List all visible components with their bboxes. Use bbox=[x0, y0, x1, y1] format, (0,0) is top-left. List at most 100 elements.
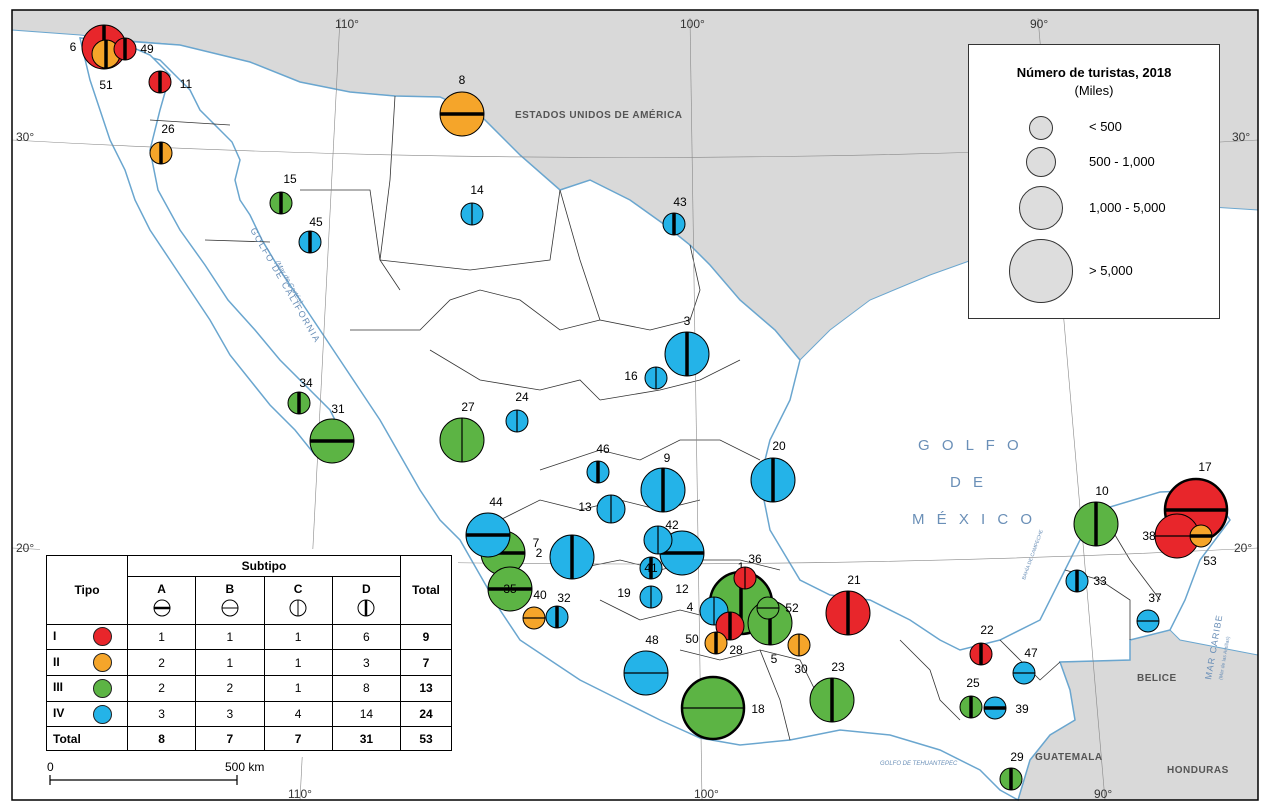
type-color-swatch bbox=[93, 627, 112, 647]
lon-110-top: 110° bbox=[335, 17, 359, 31]
type-total-cell: 7 bbox=[400, 649, 452, 676]
tourism-symbol-15: 15 bbox=[269, 172, 297, 215]
size-class-2-circle bbox=[1026, 147, 1056, 177]
symbol-id-label: 9 bbox=[664, 451, 671, 465]
symbol-id-label: 47 bbox=[1024, 646, 1038, 660]
symbol-id-label: 39 bbox=[1015, 702, 1029, 716]
symbol-id-label: 15 bbox=[283, 172, 297, 186]
tourism-symbol-13: 13 bbox=[578, 494, 626, 524]
type-total-cell: 9 bbox=[400, 623, 452, 651]
tourism-symbol-39: 39 bbox=[983, 696, 1029, 720]
label-usa: ESTADOS UNIDOS DE AMÉRICA bbox=[515, 108, 683, 121]
size-legend-title: Número de turistas, 2018 bbox=[1016, 65, 1172, 80]
symbol-id-label: 2 bbox=[536, 546, 543, 560]
tourism-symbol-38: 38 bbox=[1142, 513, 1200, 559]
symbol-id-label: 10 bbox=[1095, 484, 1109, 498]
symbol-id-label: 53 bbox=[1203, 554, 1217, 568]
symbol-id-label: 52 bbox=[785, 601, 799, 615]
tourism-symbol-14: 14 bbox=[460, 183, 484, 226]
type-name: III bbox=[53, 680, 64, 695]
tourism-symbols: 1171823567891012202123273135384448413284… bbox=[70, 24, 1229, 791]
type-table: Tipo Subtipo Total A B C D I 1 1 1 6 9 II 2 1 1 3 7… bbox=[46, 554, 452, 751]
symbol-id-label: 13 bbox=[578, 500, 592, 514]
tourism-symbol-35: 35 bbox=[487, 566, 533, 612]
symbol-id-label: 22 bbox=[980, 623, 994, 637]
tourism-symbol-18: 18 bbox=[680, 675, 765, 741]
type-name: IV bbox=[53, 706, 65, 721]
tourism-symbol-43: 43 bbox=[662, 195, 687, 236]
type-count-cell: 1 bbox=[195, 649, 265, 676]
tourism-symbol-19: 19 bbox=[617, 585, 663, 609]
tourism-symbol-50: 50 bbox=[685, 631, 728, 655]
label-golfo-tehuantepec: GOLFO DE TEHUANTEPEC bbox=[880, 761, 958, 767]
tourism-symbol-25: 25 bbox=[959, 676, 983, 719]
tourism-symbol-47: 47 bbox=[1012, 646, 1038, 685]
symbol-id-label: 51 bbox=[99, 78, 113, 92]
label-golfo: G O L F O bbox=[918, 437, 1023, 454]
tourism-symbol-52: 52 bbox=[756, 596, 799, 620]
symbol-id-label: 41 bbox=[644, 561, 658, 575]
type-row-label: III bbox=[46, 674, 128, 702]
tourism-symbol-41: 41 bbox=[639, 556, 663, 580]
symbol-id-label: 44 bbox=[489, 495, 503, 509]
tourism-symbol-27: 27 bbox=[439, 400, 485, 463]
tourism-symbol-23: 23 bbox=[809, 660, 855, 723]
tourism-symbol-49: 49 bbox=[113, 37, 154, 61]
subtype-a-label: A bbox=[157, 582, 166, 597]
symbol-id-label: 5 bbox=[771, 652, 778, 666]
lon-100-bottom: 100° bbox=[694, 787, 719, 801]
tourism-symbol-9: 9 bbox=[640, 451, 686, 513]
tourism-symbol-48: 48 bbox=[623, 633, 669, 696]
type-count-cell: 2 bbox=[195, 674, 265, 702]
type-table-legend: Tipo Subtipo Total A B C D I 1 1 1 6 9 II 2 1 1 3 7… bbox=[40, 549, 458, 757]
lon-90-top: 90° bbox=[1030, 17, 1048, 31]
tourism-symbol-3: 3 bbox=[664, 314, 710, 377]
symbol-id-label: 14 bbox=[470, 183, 484, 197]
symbol-id-label: 45 bbox=[309, 215, 323, 229]
label-de: D E bbox=[950, 474, 987, 491]
type-count-cell: 4 bbox=[263, 700, 333, 728]
tourism-symbol-51: 51 bbox=[91, 39, 121, 92]
type-row-label: I bbox=[46, 623, 128, 651]
symbol-id-label: 34 bbox=[299, 376, 313, 390]
tourism-symbol-44: 44 bbox=[465, 495, 511, 558]
subtype-d-icon bbox=[357, 599, 375, 617]
map-frame bbox=[11, 9, 1259, 801]
symbol-id-label: 7 bbox=[533, 536, 540, 550]
type-count-cell: 3 bbox=[126, 700, 197, 728]
symbol-id-label: 16 bbox=[624, 369, 638, 383]
symbol-id-label: 19 bbox=[617, 586, 631, 600]
tourism-symbol-8: 8 bbox=[439, 73, 485, 137]
symbol-id-label: 40 bbox=[533, 588, 547, 602]
tourism-symbol-26: 26 bbox=[149, 122, 175, 165]
symbol-id-label: 1 bbox=[738, 560, 745, 574]
symbol-id-label: 11 bbox=[180, 77, 193, 91]
type-row: IV 3 3 4 14 24 bbox=[46, 700, 452, 728]
total-total: 53 bbox=[400, 726, 452, 751]
total-d: 31 bbox=[331, 726, 402, 751]
lat-20-right: 20° bbox=[1234, 541, 1252, 555]
type-row: II 2 1 1 3 7 bbox=[46, 649, 452, 676]
tourism-symbol-31: 31 bbox=[309, 402, 355, 464]
tourism-symbol-11: 11 bbox=[148, 70, 193, 94]
symbol-id-label: 30 bbox=[794, 662, 808, 676]
symbol-id-label: 25 bbox=[966, 676, 980, 690]
subtype-b-label: B bbox=[225, 582, 235, 597]
symbol-id-label: 17 bbox=[1198, 460, 1212, 474]
symbol-id-label: 4 bbox=[687, 600, 694, 614]
type-row: III 2 2 1 8 13 bbox=[46, 674, 452, 702]
tourism-symbol-24: 24 bbox=[505, 390, 529, 433]
symbol-id-label: 24 bbox=[515, 390, 529, 404]
tourism-symbol-40: 40 bbox=[522, 588, 547, 630]
type-color-swatch bbox=[93, 653, 112, 673]
type-count-cell: 1 bbox=[263, 674, 333, 702]
symbol-id-label: 6 bbox=[70, 40, 77, 54]
label-belice: BELICE bbox=[1137, 673, 1177, 684]
symbol-id-label: 38 bbox=[1142, 529, 1156, 543]
scale-bar: 0 500 km bbox=[47, 760, 264, 785]
subtype-b-header: B bbox=[195, 576, 265, 625]
symbol-id-label: 48 bbox=[645, 633, 659, 647]
subtype-d-label: D bbox=[362, 582, 371, 597]
symbol-id-label: 21 bbox=[847, 573, 861, 587]
size-class-2-label: 500 - 1,000 bbox=[1089, 154, 1155, 169]
